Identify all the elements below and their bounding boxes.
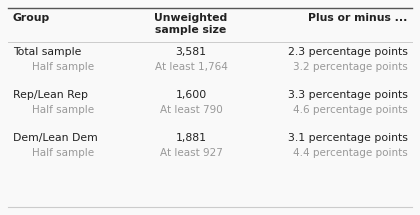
Text: 3.2 percentage points: 3.2 percentage points — [293, 62, 407, 72]
Text: At least 927: At least 927 — [160, 148, 223, 158]
Text: 3.3 percentage points: 3.3 percentage points — [288, 90, 407, 100]
Text: 1,600: 1,600 — [176, 90, 207, 100]
Text: Group: Group — [13, 13, 50, 23]
Text: 4.6 percentage points: 4.6 percentage points — [293, 105, 407, 115]
Text: Plus or minus ...: Plus or minus ... — [308, 13, 407, 23]
Text: Half sample: Half sample — [32, 62, 94, 72]
Text: 2.3 percentage points: 2.3 percentage points — [288, 47, 407, 57]
Text: At least 790: At least 790 — [160, 105, 223, 115]
Text: Rep/Lean Rep: Rep/Lean Rep — [13, 90, 88, 100]
Text: 3,581: 3,581 — [176, 47, 207, 57]
Text: Half sample: Half sample — [32, 105, 94, 115]
Text: 4.4 percentage points: 4.4 percentage points — [293, 148, 407, 158]
Text: Half sample: Half sample — [32, 148, 94, 158]
Text: Total sample: Total sample — [13, 47, 81, 57]
Text: At least 1,764: At least 1,764 — [155, 62, 228, 72]
Text: 1,881: 1,881 — [176, 133, 207, 143]
Text: Unweighted
sample size: Unweighted sample size — [155, 13, 228, 35]
Text: 3.1 percentage points: 3.1 percentage points — [288, 133, 407, 143]
Text: Dem/Lean Dem: Dem/Lean Dem — [13, 133, 97, 143]
